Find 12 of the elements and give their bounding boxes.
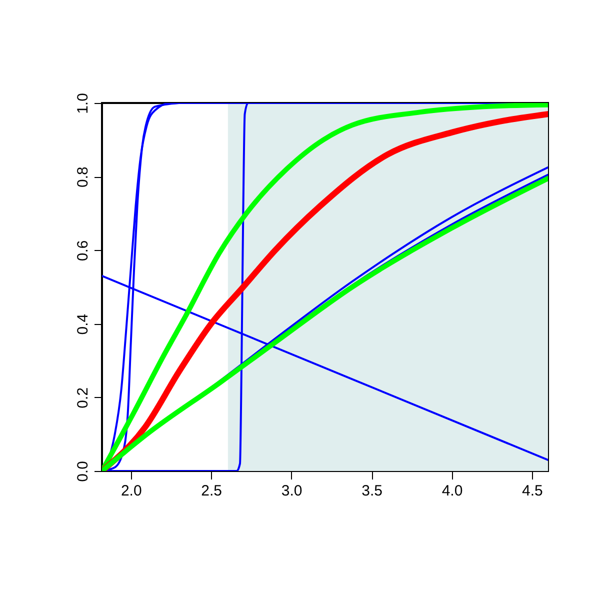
y-tick-label: 0.2	[74, 387, 92, 408]
x-tick-label: 2.0	[120, 482, 142, 500]
x-tick-label: 3.0	[281, 482, 302, 500]
x-tick-label: 4.5	[522, 482, 543, 500]
y-tick-label: 0.0	[74, 461, 92, 482]
y-tick-label: 0.4	[74, 314, 92, 335]
y-tick-label: 0.6	[74, 240, 92, 262]
x-tick-label: 3.5	[362, 482, 382, 500]
y-tick-label: 0.8	[74, 166, 92, 188]
x-tick-label: 2.5	[201, 482, 222, 500]
y-tick-label: 1.0	[74, 93, 92, 114]
x-tick-label: 4.0	[442, 482, 463, 500]
